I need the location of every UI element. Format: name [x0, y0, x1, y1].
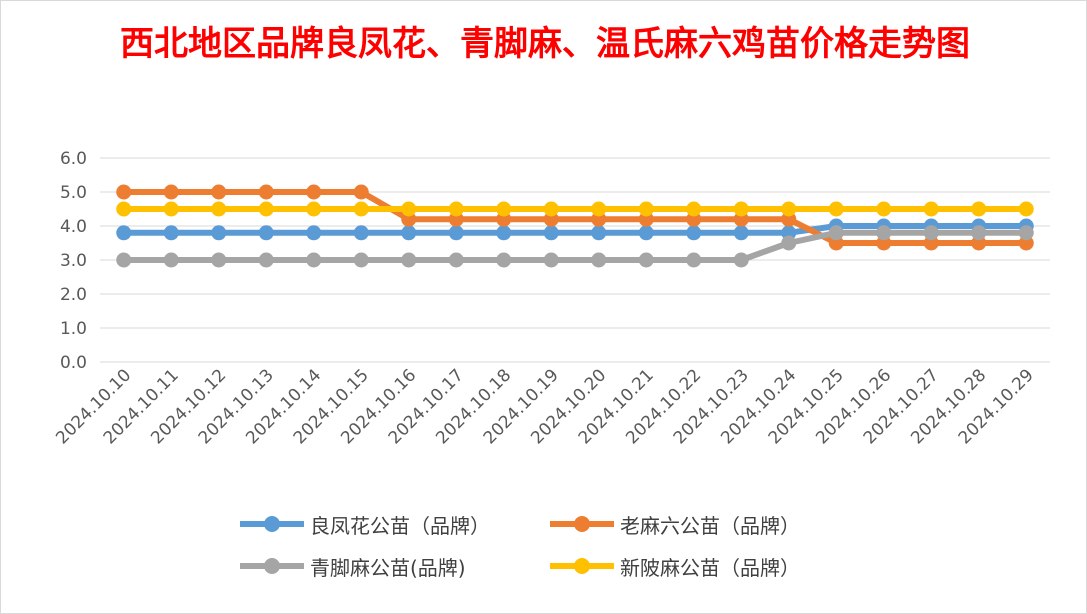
data-point [733, 201, 749, 217]
data-point [638, 201, 654, 217]
y-tick-label: 3.0 [60, 251, 87, 271]
data-point [211, 184, 227, 200]
legend-swatch [240, 552, 304, 580]
legend-item: 良凤花公苗（品牌） [240, 510, 550, 538]
data-point [163, 252, 179, 268]
data-point [448, 201, 464, 217]
legend-label: 青脚麻公苗(品牌) [310, 555, 466, 580]
y-tick-label: 5.0 [60, 183, 87, 203]
legend-swatch [550, 552, 614, 580]
data-point [686, 252, 702, 268]
data-point [543, 225, 559, 241]
data-point [591, 201, 607, 217]
data-point [971, 201, 987, 217]
data-point [1018, 201, 1034, 217]
data-point [638, 225, 654, 241]
data-point [211, 201, 227, 217]
data-point [496, 252, 512, 268]
data-point [401, 201, 417, 217]
series-2 [116, 225, 1034, 268]
series-0 [116, 218, 1034, 241]
data-point [353, 184, 369, 200]
data-point [971, 225, 987, 241]
data-point [591, 225, 607, 241]
data-point [448, 225, 464, 241]
data-point [638, 252, 654, 268]
data-point [828, 225, 844, 241]
data-point [543, 252, 559, 268]
legend-label: 老麻六公苗（品牌） [620, 513, 800, 538]
y-tick-label: 2.0 [60, 285, 87, 305]
y-tick-label: 6.0 [60, 149, 87, 169]
data-point [401, 225, 417, 241]
data-point [686, 225, 702, 241]
series-layer [116, 184, 1034, 268]
data-point [591, 252, 607, 268]
data-point [876, 201, 892, 217]
data-point [258, 201, 274, 217]
legend-item: 新陂麻公苗（品牌） [550, 552, 870, 580]
data-point [401, 252, 417, 268]
series-line [123, 229, 1027, 263]
data-point [258, 225, 274, 241]
data-point [923, 225, 939, 241]
data-point [211, 252, 227, 268]
data-point [258, 184, 274, 200]
data-point [448, 252, 464, 268]
series-3 [116, 201, 1034, 217]
legend-label: 新陂麻公苗（品牌） [620, 555, 800, 580]
legend-swatch [550, 510, 614, 538]
data-point [116, 201, 132, 217]
y-axis-ticks: 0.0 1.0 2.0 3.0 4.0 5.0 6.0 [60, 149, 87, 373]
data-point [733, 252, 749, 268]
legend: 良凤花公苗（品牌） 老麻六公苗（品牌） 青脚麻公苗(品牌) 新陂麻公苗（品牌） [240, 510, 880, 580]
data-point [163, 201, 179, 217]
data-point [923, 201, 939, 217]
series-line [123, 223, 1027, 236]
data-point [353, 201, 369, 217]
data-point [543, 201, 559, 217]
data-point [828, 201, 844, 217]
data-point [1018, 225, 1034, 241]
data-point [496, 225, 512, 241]
y-tick-label: 4.0 [60, 217, 87, 237]
data-point [306, 201, 322, 217]
data-point [733, 225, 749, 241]
data-point [353, 252, 369, 268]
data-point [258, 252, 274, 268]
data-point [116, 225, 132, 241]
data-point [116, 184, 132, 200]
data-point [116, 252, 132, 268]
data-point [306, 252, 322, 268]
data-point [306, 184, 322, 200]
data-point [781, 201, 797, 217]
data-point [686, 201, 702, 217]
data-point [781, 235, 797, 251]
y-tick-label: 1.0 [60, 319, 87, 339]
chart-title: 西北地区品牌良凤花、青脚麻、温氏麻六鸡苗价格走势图 [120, 24, 970, 64]
data-point [496, 201, 512, 217]
data-point [876, 225, 892, 241]
x-axis-ticks: 2024.10.102024.10.112024.10.122024.10.13… [52, 365, 1037, 448]
data-point [306, 225, 322, 241]
y-tick-label: 0.0 [60, 353, 87, 373]
series-line [123, 189, 1027, 246]
data-point [353, 225, 369, 241]
legend-item: 青脚麻公苗(品牌) [240, 552, 550, 580]
data-point [211, 225, 227, 241]
legend-swatch [240, 510, 304, 538]
data-point [163, 225, 179, 241]
legend-item: 老麻六公苗（品牌） [550, 510, 870, 538]
data-point [163, 184, 179, 200]
series-1 [116, 184, 1034, 251]
legend-label: 良凤花公苗（品牌） [310, 513, 490, 538]
